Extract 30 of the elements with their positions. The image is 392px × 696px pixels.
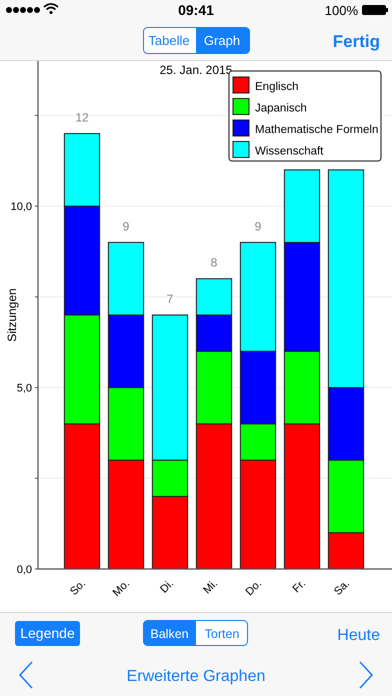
text: Torten xyxy=(204,627,240,641)
legend-label: Japanisch xyxy=(255,102,307,114)
text: Fertig xyxy=(332,32,380,51)
text: 100% xyxy=(324,3,358,18)
y-axis-title: Sitzungen xyxy=(5,288,19,342)
text: Legende xyxy=(20,625,75,641)
legend-label: Mathematische Formeln xyxy=(255,124,378,136)
text: Graph xyxy=(204,33,240,48)
total-label: 12 xyxy=(75,110,89,125)
x-tick-label: Sa. xyxy=(332,578,352,598)
total-label: 9 xyxy=(122,219,130,234)
text: Erweiterte Graphen xyxy=(126,668,266,685)
y-tick-label: 0,0 xyxy=(16,564,32,576)
y-tick-label: 10,0 xyxy=(10,201,32,214)
x-tick-label: So. xyxy=(68,578,88,598)
x-tick-label: Mi. xyxy=(201,578,220,596)
total-label: 8 xyxy=(210,256,218,270)
legend-label: Englisch xyxy=(255,81,298,93)
text: 09:41 xyxy=(178,2,214,18)
total-label: 9 xyxy=(254,219,262,234)
text: Heute xyxy=(337,627,380,644)
text: Balken xyxy=(150,627,189,641)
x-tick-label: Fr. xyxy=(290,578,308,596)
x-tick-label: Do. xyxy=(244,578,264,598)
legend-label: Wissenschaft xyxy=(255,146,324,158)
x-tick-label: Di. xyxy=(158,578,176,596)
y-tick-label: 5,0 xyxy=(16,382,32,395)
total-label: 7 xyxy=(166,292,174,306)
text: Tabelle xyxy=(148,33,190,48)
x-tick-label: Mo. xyxy=(110,578,132,600)
